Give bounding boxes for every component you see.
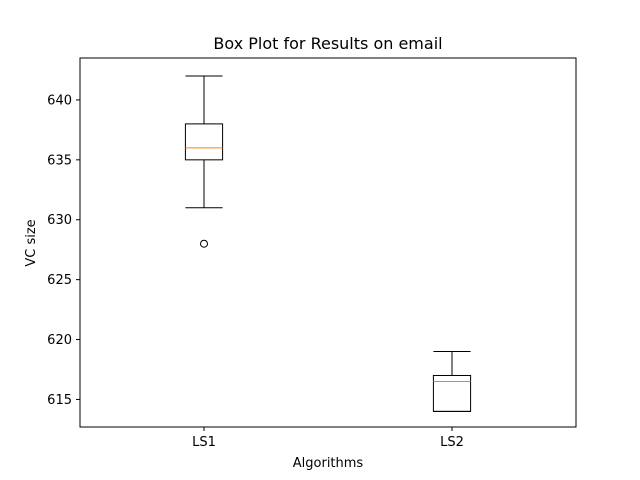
y-axis-label: VC size bbox=[24, 219, 39, 266]
y-tick-label: 630 bbox=[47, 213, 72, 228]
boxes-layer bbox=[184, 75, 472, 412]
box-ls2 bbox=[432, 351, 472, 412]
iqr-box bbox=[184, 123, 224, 161]
y-tick-label: 640 bbox=[47, 93, 72, 108]
x-tick-label: LS1 bbox=[192, 435, 216, 450]
y-tick-label: 620 bbox=[47, 333, 72, 348]
outlier-point bbox=[200, 239, 208, 248]
y-axis: 615 620 625 630 635 640 bbox=[47, 93, 80, 408]
y-tick-label: 615 bbox=[47, 393, 72, 408]
y-tick-label: 635 bbox=[47, 153, 72, 168]
y-tick-label: 625 bbox=[47, 273, 72, 288]
x-axis-label: Algorithms bbox=[293, 456, 364, 471]
x-axis: LS1 LS2 bbox=[192, 427, 464, 450]
box-ls1 bbox=[184, 75, 224, 248]
iqr-box bbox=[432, 374, 472, 412]
x-tick-label: LS2 bbox=[440, 435, 464, 450]
chart-title: Box Plot for Results on email bbox=[213, 34, 442, 53]
plot-frame bbox=[79, 57, 577, 428]
